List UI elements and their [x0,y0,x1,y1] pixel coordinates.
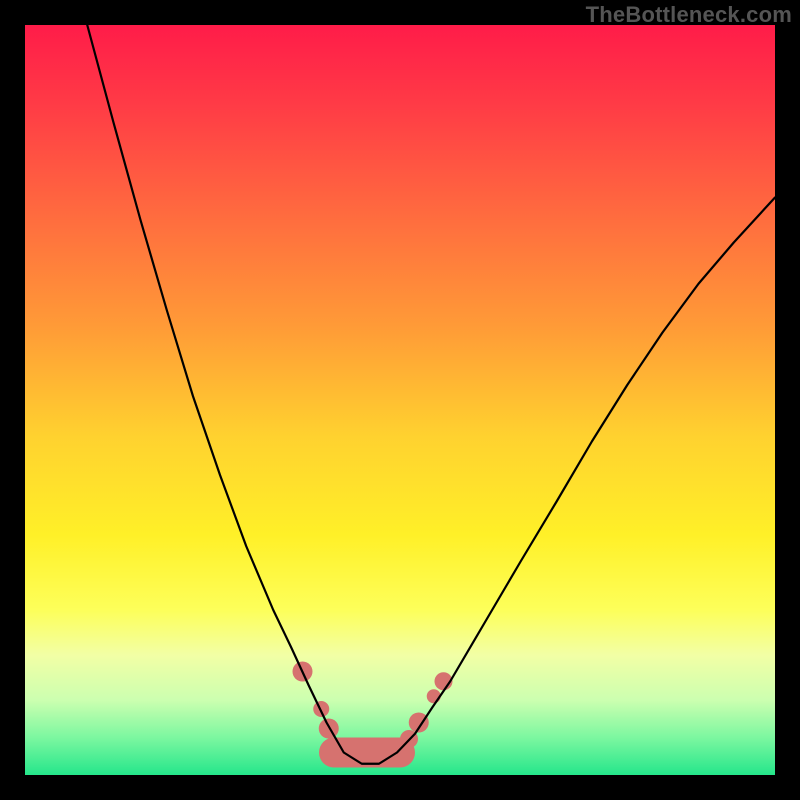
watermark-text: TheBottleneck.com [586,2,792,28]
bottleneck-chart [0,0,800,800]
plot-area [25,25,775,775]
marker-point [313,701,329,717]
